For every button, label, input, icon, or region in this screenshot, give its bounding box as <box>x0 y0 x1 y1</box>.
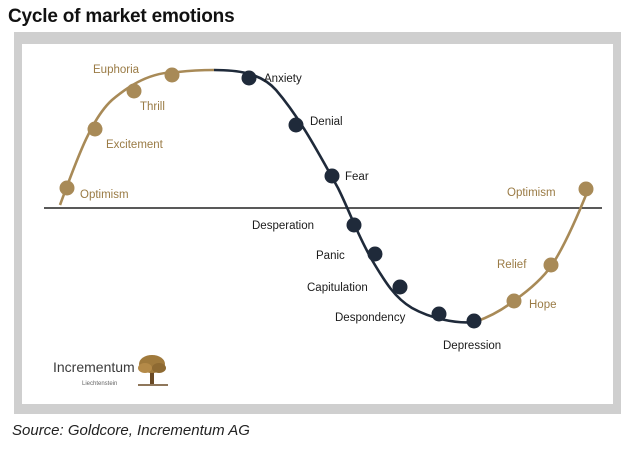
stage-label-anxiety: Anxiety <box>264 73 302 85</box>
stage-label-desperation: Desperation <box>252 220 314 232</box>
source-caption: Source: Goldcore, Incrementum AG <box>12 422 250 439</box>
logo-wordmark: Incrementum <box>53 359 135 375</box>
stage-label-denial: Denial <box>310 116 343 128</box>
stage-marker-optimism <box>59 180 75 196</box>
stage-marker-excitement <box>87 121 103 137</box>
stage-label-fear: Fear <box>345 171 369 183</box>
stage-label-excitement: Excitement <box>106 139 164 151</box>
stage-label-capitulation: Capitulation <box>307 282 368 294</box>
stage-marker-anxiety <box>241 70 257 86</box>
curve-falling-segment <box>213 68 476 324</box>
stage-marker-optimism <box>578 181 594 197</box>
stage-label-relief: Relief <box>497 259 527 271</box>
stage-marker-fear <box>324 168 340 184</box>
stage-label-optimism: Optimism <box>507 187 556 199</box>
stage-marker-panic <box>367 246 383 262</box>
stage-label-depression: Depression <box>443 340 501 352</box>
stage-label-thrill: Thrill <box>140 101 165 113</box>
stage-marker-hope <box>506 293 522 309</box>
logo-subtitle: Liechtenstein <box>82 381 117 387</box>
stage-marker-denial <box>288 117 304 133</box>
stage-marker-despondency <box>431 306 447 322</box>
stage-label-despondency: Despondency <box>335 312 406 324</box>
page-title: Cycle of market emotions <box>8 6 235 27</box>
diagram-panel <box>22 44 613 404</box>
stage-label-hope: Hope <box>529 299 557 311</box>
stage-marker-desperation <box>346 217 362 233</box>
stage-marker-euphoria <box>164 67 180 83</box>
stage-label-panic: Panic <box>316 250 345 262</box>
stage-marker-capitulation <box>392 279 408 295</box>
stage-label-euphoria: Euphoria <box>93 64 140 76</box>
stage-marker-relief <box>543 257 559 273</box>
stage-marker-thrill <box>126 83 142 99</box>
stage-label-optimism: Optimism <box>80 189 129 201</box>
curve-recovery-segment <box>474 189 590 324</box>
tree-icon <box>138 355 168 386</box>
incrementum-logo: Incrementum Liechtenstein <box>53 355 168 387</box>
stage-marker-depression <box>466 313 482 329</box>
